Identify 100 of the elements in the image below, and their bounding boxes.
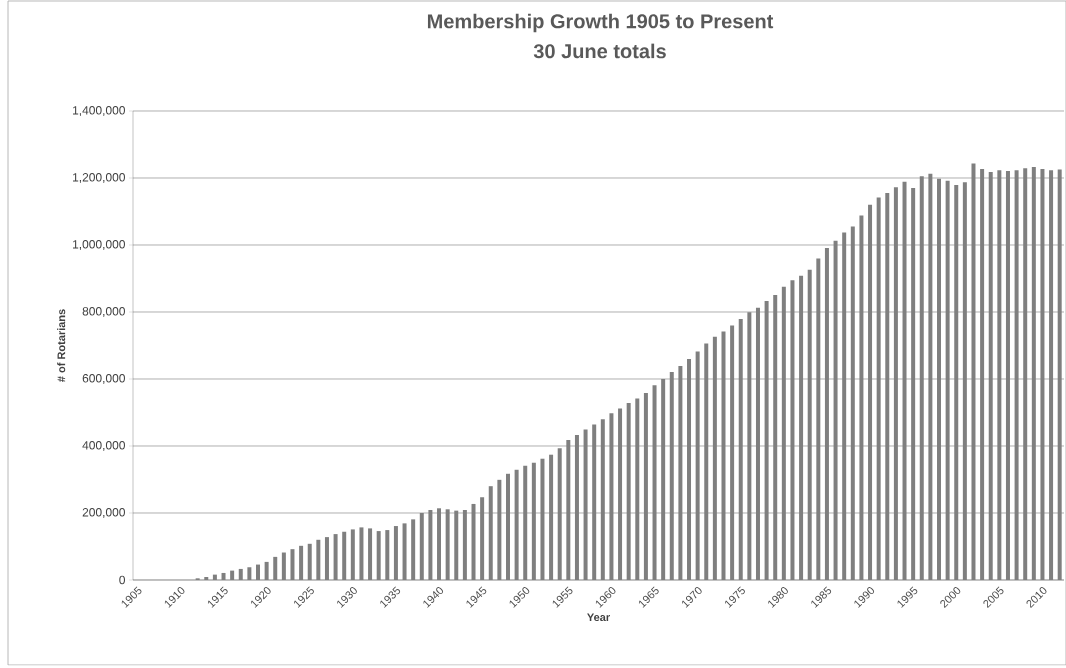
bar	[462, 509, 467, 580]
bar	[704, 343, 709, 580]
bar	[342, 531, 347, 580]
bar	[497, 479, 502, 580]
bar	[221, 572, 226, 580]
bar	[566, 439, 571, 580]
chart-subtitle: 30 June totals	[533, 43, 666, 59]
y-tick-label: 800,000	[82, 307, 125, 317]
bar	[574, 434, 579, 580]
bar	[256, 564, 260, 580]
bar	[997, 170, 1002, 580]
bar	[1049, 170, 1054, 580]
bar	[738, 319, 743, 580]
bar	[695, 351, 700, 580]
bar	[764, 300, 769, 580]
bar	[773, 294, 778, 580]
bar	[954, 185, 959, 580]
bar	[583, 429, 588, 580]
bar	[1023, 168, 1028, 580]
bar	[1014, 170, 1019, 580]
y-tick-label: 200,000	[82, 508, 125, 518]
bar	[471, 503, 476, 580]
bar	[868, 204, 873, 580]
bar	[592, 424, 597, 580]
bar	[755, 307, 760, 580]
y-tick-label: 1,400,000	[73, 106, 125, 116]
bar	[850, 226, 855, 580]
bar	[290, 549, 295, 580]
bar	[540, 458, 545, 580]
bar	[842, 232, 847, 580]
y-tick-label: 600,000	[82, 374, 125, 384]
y-tick-label: 1,200,000	[73, 173, 125, 183]
bar	[324, 537, 329, 580]
bar	[799, 275, 804, 580]
bar	[359, 527, 364, 580]
bar	[368, 528, 373, 580]
bar	[281, 552, 286, 580]
bar	[626, 403, 631, 580]
bar	[411, 519, 416, 580]
bar	[505, 473, 510, 580]
chart-title: Membership Growth 1905 to Present	[427, 13, 774, 33]
y-tick-label: 0	[119, 575, 126, 585]
bar	[790, 280, 795, 580]
bar	[1040, 168, 1045, 580]
bar	[928, 173, 933, 580]
bar	[307, 543, 312, 580]
bar	[919, 176, 924, 580]
bar	[350, 529, 355, 580]
bar	[385, 530, 390, 580]
bar	[781, 286, 786, 580]
bar	[480, 497, 485, 580]
bar	[988, 171, 993, 580]
bar	[747, 312, 752, 580]
bar	[549, 454, 554, 580]
bar	[902, 181, 907, 580]
bar	[376, 531, 381, 580]
bar	[488, 486, 493, 580]
bar	[859, 215, 864, 580]
bar	[1057, 169, 1062, 580]
bar	[971, 163, 976, 580]
bar	[419, 512, 424, 580]
bar	[1005, 170, 1010, 580]
bar	[230, 570, 235, 580]
bar	[885, 193, 890, 580]
bar	[937, 178, 942, 580]
bar	[893, 187, 898, 580]
bar	[962, 182, 967, 580]
bar	[643, 393, 648, 580]
bar	[402, 523, 407, 580]
bar	[661, 378, 666, 580]
bar	[454, 510, 459, 580]
bar	[911, 188, 916, 580]
bar	[531, 462, 536, 580]
bar	[730, 325, 735, 580]
bar	[514, 469, 519, 580]
bar	[445, 509, 450, 580]
bar	[437, 508, 442, 580]
bar	[712, 336, 717, 580]
bar	[807, 269, 812, 580]
bar	[816, 258, 821, 580]
y-tick-label: 400,000	[82, 441, 125, 451]
bar	[600, 419, 605, 580]
bar	[652, 385, 657, 580]
bar	[299, 545, 304, 580]
bar	[204, 576, 209, 580]
bar	[393, 526, 398, 580]
bar	[316, 539, 321, 580]
bar	[557, 448, 562, 580]
bar	[980, 168, 985, 580]
bar	[333, 534, 338, 580]
bar	[635, 398, 640, 580]
bar	[523, 465, 528, 580]
bar	[678, 365, 683, 580]
bar	[618, 408, 623, 580]
y-tick-label: 1,000,000	[73, 240, 125, 250]
bar	[833, 240, 838, 580]
bar	[428, 509, 433, 580]
bar	[669, 371, 674, 580]
bar	[247, 567, 252, 580]
bar	[609, 413, 614, 580]
